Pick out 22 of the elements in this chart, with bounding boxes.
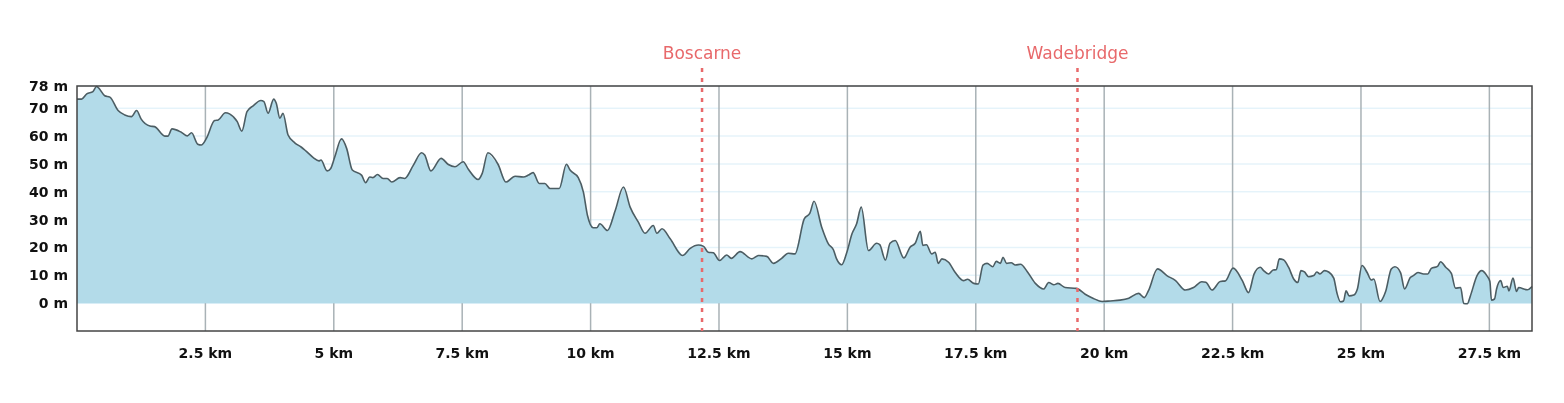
x-tick-label: 2.5 km <box>178 345 233 361</box>
y-tick-label: 40 m <box>29 183 68 200</box>
x-tick-label: 20 km <box>1080 345 1129 361</box>
x-tick-label: 12.5 km <box>687 345 751 361</box>
y-tick-label: 50 m <box>29 155 68 172</box>
x-tick-label: 5 km <box>314 345 354 361</box>
x-tick-label: 7.5 km <box>435 345 489 361</box>
y-tick-label: 60 m <box>29 128 68 145</box>
ref-line-label: Boscarne <box>662 43 742 63</box>
y-tick-label: 20 m <box>29 239 68 256</box>
x-tick-label: 27.5 km <box>1457 345 1522 361</box>
x-tick-label: 10 km <box>566 345 615 361</box>
y-tick-label: 10 m <box>29 267 68 284</box>
x-tick-label: 25 km <box>1336 345 1386 361</box>
y-tick-label: 78 m <box>29 78 68 94</box>
x-tick-label: 22.5 km <box>1200 345 1265 361</box>
y-tick-label: 30 m <box>29 211 68 228</box>
x-tick-label: 15 km <box>823 345 872 361</box>
y-tick-label: 70 m <box>29 100 68 117</box>
ref-line-label: Wadebridge <box>1026 43 1129 63</box>
x-tick-label: 17.5 km <box>944 345 1008 361</box>
y-tick-label: 0 m <box>38 295 68 312</box>
